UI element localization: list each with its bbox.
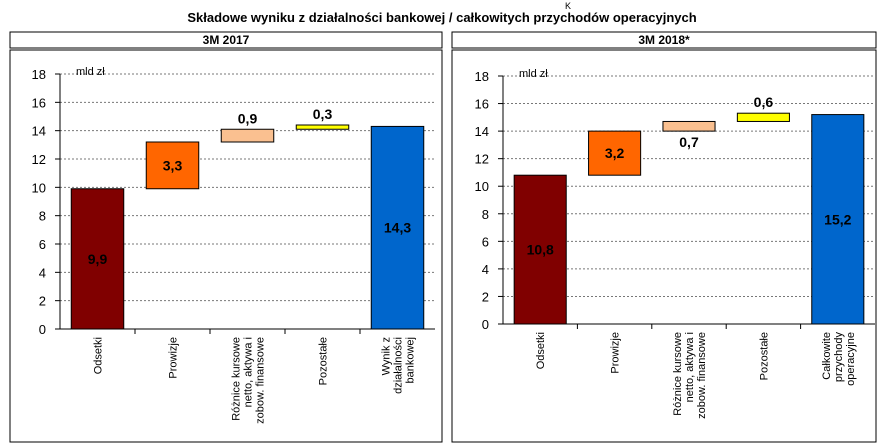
x-tick-label: Pozostałe: [758, 332, 770, 380]
x-tick-label: Wynik zdziałalnościbankowej: [381, 337, 417, 394]
y-tick-label: 16: [32, 95, 46, 110]
y-tick-label: 2: [39, 294, 46, 309]
x-tick-label-line: zobow. finansowe: [696, 332, 708, 419]
x-tick-label: Prowizje: [168, 337, 180, 379]
x-tick-label-line: operacyjne: [845, 332, 857, 386]
bar: [662, 120, 716, 132]
bar: [736, 112, 790, 122]
panel-header: [451, 31, 877, 49]
value-label: 3,2: [605, 145, 625, 161]
x-tick-label-line: bankowej: [405, 337, 417, 383]
x-tick-label-line: Pozostałe: [318, 337, 330, 385]
x-tick-label: Odsetki: [93, 337, 105, 374]
panel-header: [9, 31, 443, 49]
bar: [588, 130, 642, 176]
x-tick-label: Pozostałe: [318, 337, 330, 385]
x-tick-label: Różnice kursowenetto, aktywa izobow. fin…: [231, 337, 267, 424]
y-tick-label: 4: [482, 262, 489, 277]
x-tick-label-line: Wynik z: [381, 337, 393, 375]
value-label: 3,3: [163, 157, 183, 173]
y-tick-label: 4: [39, 265, 46, 280]
x-tick-label-line: Odsetki: [93, 337, 105, 374]
y-tick-label: 2: [482, 289, 489, 304]
y-tick-label: 16: [475, 97, 489, 112]
panel-frame: [9, 49, 443, 443]
y-axis-label: mld zł: [76, 66, 105, 78]
bar: [70, 188, 125, 330]
x-tick-label: Prowizje: [610, 332, 622, 374]
panel-title: 3M 2017: [203, 33, 250, 47]
value-label: 0,7: [679, 134, 699, 150]
bar: [370, 125, 425, 330]
bar: [513, 174, 567, 325]
y-axis-label: mld zł: [519, 68, 548, 80]
annotation: K: [565, 1, 571, 11]
x-tick-label: Różnice kursowenetto, aktywa izobow. fin…: [672, 332, 708, 419]
value-label: 0,3: [313, 106, 333, 122]
x-tick-label-line: przychody: [833, 332, 845, 383]
y-tick-label: 18: [475, 69, 489, 84]
value-label: 0,9: [238, 110, 258, 126]
x-tick-label: Odsetki: [535, 332, 547, 369]
bar: [145, 141, 200, 190]
y-tick-label: 18: [32, 67, 46, 82]
panel-title: 3M 2018*: [638, 33, 690, 47]
x-tick-label-line: Odsetki: [535, 332, 547, 369]
x-tick-label-line: netto, aktywa i: [684, 332, 696, 402]
main-title: Składowe wyniku z działalności bankowej …: [187, 10, 696, 25]
y-tick-label: 8: [482, 207, 489, 222]
x-tick-label-line: Całkowite: [821, 332, 833, 380]
y-tick-label: 12: [475, 152, 489, 167]
x-tick-label-line: Prowizje: [610, 332, 622, 374]
bar: [220, 128, 275, 143]
y-tick-label: 6: [39, 237, 46, 252]
y-tick-label: 0: [39, 322, 46, 337]
y-tick-label: 14: [32, 124, 46, 139]
x-tick-label-line: Pozostałe: [758, 332, 770, 380]
x-tick-label-line: działalności: [393, 337, 405, 394]
x-tick-label-line: Różnice kursowe: [672, 332, 684, 416]
value-label: 0,6: [754, 94, 774, 110]
value-label: 9,9: [88, 251, 108, 267]
y-tick-label: 0: [482, 317, 489, 332]
value-label: 10,8: [527, 242, 554, 258]
value-label: 15,2: [824, 211, 851, 227]
value-label: 14,3: [384, 220, 411, 236]
x-tick-label: Całkowiteprzychodyoperacyjne: [821, 332, 857, 386]
y-tick-label: 10: [32, 180, 46, 195]
bar: [811, 114, 865, 325]
panel-frame: [451, 49, 877, 443]
x-tick-label-line: Prowizje: [168, 337, 180, 379]
x-tick-label-line: zobow. finansowe: [255, 337, 267, 424]
y-tick-label: 8: [39, 209, 46, 224]
bar: [295, 124, 350, 130]
y-tick-label: 14: [475, 124, 489, 139]
x-tick-label-line: netto, aktywa i: [243, 337, 255, 407]
y-tick-label: 6: [482, 234, 489, 249]
y-tick-label: 12: [32, 152, 46, 167]
y-tick-label: 10: [475, 179, 489, 194]
x-tick-label-line: Różnice kursowe: [231, 337, 243, 421]
